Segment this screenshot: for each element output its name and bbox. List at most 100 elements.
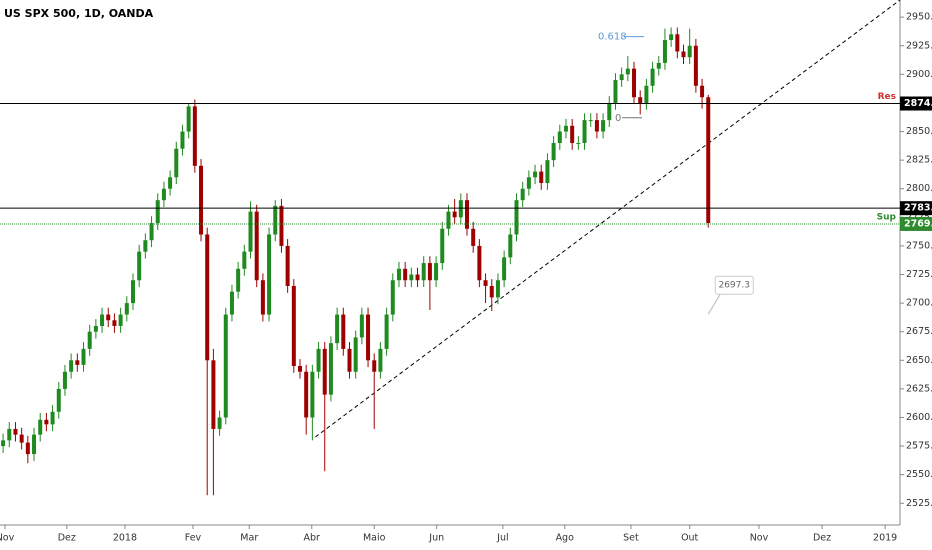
candle-body	[199, 165, 204, 235]
candle-body	[341, 314, 346, 349]
candle-body	[427, 263, 432, 281]
candle-body	[619, 74, 624, 81]
candle-body	[69, 360, 74, 372]
y-tick-label: 2675.0	[906, 326, 932, 337]
x-tick-label: Maio	[363, 533, 386, 544]
candle-body	[650, 68, 655, 86]
candle-body	[75, 360, 80, 365]
candle-body	[19, 434, 24, 443]
level-label-box	[900, 216, 932, 231]
callout-pointer	[707, 293, 721, 315]
x-tick-label: 2019	[873, 533, 897, 544]
y-tick-label: 2700.0	[906, 298, 932, 309]
x-tick-label: 2018	[113, 533, 137, 544]
candle-body	[137, 251, 142, 281]
candle-body	[236, 268, 241, 292]
candle-body	[390, 280, 395, 315]
candle-body	[155, 200, 160, 224]
candle-body	[254, 211, 259, 281]
candle-body	[477, 245, 482, 281]
candle-body	[118, 314, 123, 326]
candle-body	[192, 106, 197, 166]
candle-body	[50, 411, 55, 425]
x-tick-label: Ago	[556, 533, 575, 544]
candle-body	[489, 285, 494, 298]
candle-body	[130, 280, 135, 304]
candle-body	[495, 280, 500, 298]
candle-body	[693, 45, 698, 86]
candle-body	[1, 440, 6, 447]
candle-body	[316, 348, 321, 372]
candle-body	[353, 337, 358, 372]
callout-label: 2697.3	[718, 281, 750, 291]
fib-label: 0	[615, 113, 621, 124]
candle-body	[557, 131, 562, 143]
candle-body	[508, 234, 513, 258]
y-tick-label: 2900.0	[906, 69, 932, 80]
candle-body	[149, 223, 154, 241]
candle-body	[205, 234, 210, 361]
candle-body	[446, 211, 451, 229]
trendline	[315, 0, 901, 438]
level-label-box	[900, 96, 932, 111]
candle-body	[458, 200, 463, 218]
candle-body	[347, 348, 352, 372]
level-label: 2783.0	[904, 203, 932, 214]
candle-body	[526, 177, 531, 189]
candle-body	[625, 68, 630, 75]
x-tick-label: Nov	[0, 533, 15, 544]
candle-body	[378, 348, 383, 372]
candle-body	[7, 428, 12, 441]
x-tick-label: Abr	[304, 533, 321, 544]
chart-title: US SPX 500, 1D, OANDA	[4, 7, 154, 20]
candle-body	[533, 171, 538, 178]
y-tick-label: 2525.0	[906, 498, 932, 509]
y-tick-label: 2550.0	[906, 469, 932, 480]
y-tick-label: 2800.0	[906, 183, 932, 194]
candle-body	[81, 348, 86, 365]
candle-body	[87, 331, 92, 349]
candle-body	[291, 285, 296, 367]
level-label-box	[900, 201, 932, 216]
candle-body	[576, 142, 581, 144]
y-tick-label: 2850.0	[906, 126, 932, 137]
candle-body	[366, 314, 371, 361]
candle-body	[632, 68, 637, 98]
candle-body	[143, 240, 148, 252]
candle-body	[563, 125, 568, 132]
candle-body	[124, 303, 129, 315]
candle-body	[681, 51, 686, 58]
x-tick-label: Jul	[496, 533, 508, 544]
candle-body	[223, 314, 228, 418]
x-tick-label: Nov	[750, 533, 769, 544]
candle-body	[32, 434, 37, 455]
candle-body	[168, 177, 173, 189]
level-label: 2874.5	[904, 98, 932, 109]
candle-body	[211, 360, 216, 429]
candle-body	[161, 188, 166, 201]
candle-body	[56, 388, 61, 412]
candle-body	[310, 371, 315, 418]
candle-body	[520, 188, 525, 201]
candle-body	[594, 120, 599, 132]
candle-body	[248, 211, 253, 252]
x-tick-label: Jun	[428, 533, 444, 544]
candle-body	[100, 314, 105, 326]
candle-body	[656, 62, 661, 69]
candle-body	[409, 274, 414, 281]
candle-body	[359, 314, 364, 338]
candle-body	[638, 97, 643, 103]
candle-body	[582, 120, 587, 143]
candle-body	[38, 419, 43, 435]
candle-body	[384, 314, 389, 349]
candle-body	[229, 291, 234, 315]
candle-body	[675, 34, 680, 52]
level-tag: Res	[878, 92, 896, 102]
candle-body	[298, 366, 302, 372]
candle-body	[217, 417, 222, 429]
y-tick-label: 2575.0	[906, 441, 932, 452]
candle-body	[421, 263, 426, 281]
candle-body	[700, 85, 705, 98]
candle-body	[180, 131, 185, 149]
